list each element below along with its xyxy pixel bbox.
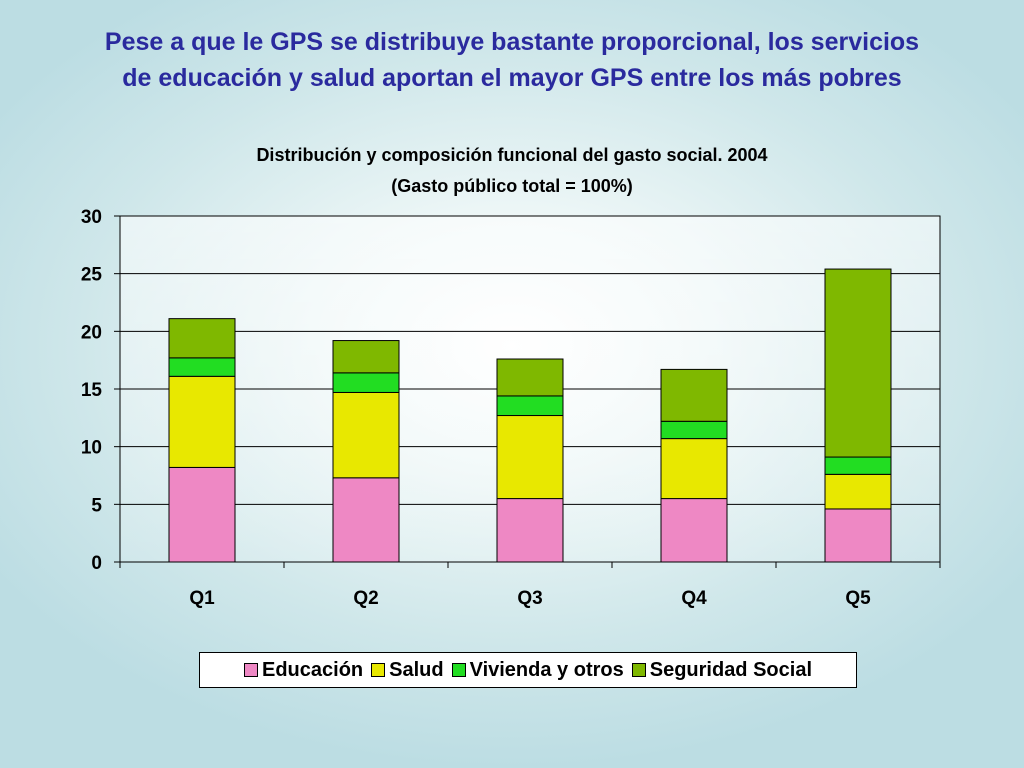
bar-segment	[496, 415, 564, 500]
legend-item: Salud	[371, 658, 444, 682]
bar-segment	[168, 466, 236, 563]
bar-segment	[168, 357, 236, 377]
y-tick-label: 25	[81, 265, 103, 286]
bar-segment	[332, 372, 400, 393]
chart-subtitle: (Gasto público total = 100%)	[391, 176, 633, 196]
bar-segment	[824, 456, 892, 475]
bar-segment	[660, 420, 728, 440]
y-tick-label: 30	[81, 207, 102, 228]
x-tick-label: Q5	[845, 588, 871, 609]
y-tick-label: 0	[91, 553, 102, 574]
y-tick-label: 5	[91, 495, 102, 516]
bar-segment	[332, 391, 400, 479]
legend-label: Educación	[262, 658, 364, 681]
legend-item: Educación	[244, 659, 363, 682]
slide-title: Pese a que le GPS se distribuye bastante…	[20, 24, 1004, 96]
chart-legend: Educación Salud Vivienda y otros Seguridad …	[199, 652, 857, 688]
bar-segment	[168, 318, 236, 359]
legend-swatch	[371, 663, 386, 677]
legend-swatch	[244, 663, 258, 677]
x-tick-label: Q3	[517, 588, 542, 609]
bar-segment	[332, 477, 400, 563]
slide-title-line-1: Pese a que le GPS se distribuye bastante…	[104, 28, 920, 56]
bar-segment	[332, 340, 400, 374]
bar-segment	[824, 508, 892, 563]
slide-title-line-2: de educación y salud aportan el mayor GP…	[122, 64, 902, 92]
bar-segment	[824, 268, 892, 458]
legend-swatch	[451, 663, 466, 677]
y-tick-label: 15	[81, 380, 103, 401]
legend-label: Vivienda y otros	[469, 658, 624, 681]
legend-swatch	[631, 663, 646, 677]
chart-title: Distribución y composición funcional del…	[256, 145, 768, 165]
legend-label: Salud	[389, 658, 444, 681]
bar-segment	[660, 498, 728, 563]
bar-segment	[660, 438, 728, 500]
x-tick-label: Q4	[681, 588, 707, 609]
bar-segment	[496, 395, 564, 417]
x-tick-label: Q2	[353, 588, 378, 609]
legend-item: Vivienda y otros	[451, 658, 624, 682]
y-tick-label: 20	[81, 322, 102, 343]
bar-segment	[824, 473, 892, 510]
bar-segment	[660, 368, 728, 422]
bar-segment	[168, 375, 236, 468]
bar-segment	[496, 498, 564, 563]
x-tick-label: Q1	[189, 588, 215, 609]
legend-label: Seguridad Social	[649, 658, 812, 681]
legend-item: Seguridad Social	[631, 658, 812, 682]
bar-segment	[496, 358, 564, 397]
y-tick-label: 10	[81, 438, 102, 459]
